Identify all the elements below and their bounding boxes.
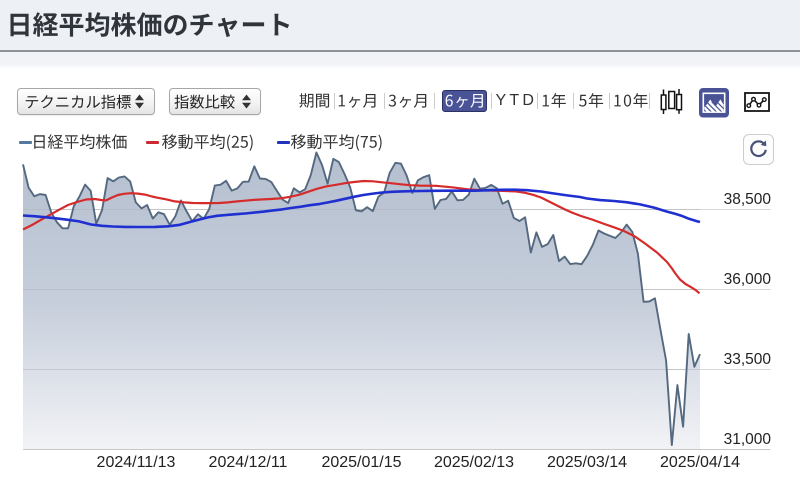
svg-text:31,000: 31,000 — [724, 431, 772, 448]
svg-text:2025/01/15: 2025/01/15 — [321, 454, 401, 471]
svg-text:38,500: 38,500 — [724, 191, 772, 208]
svg-text:36,000: 36,000 — [724, 271, 772, 288]
svg-text:33,500: 33,500 — [724, 351, 772, 368]
svg-text:2025/02/13: 2025/02/13 — [434, 454, 514, 471]
svg-text:2025/03/14: 2025/03/14 — [547, 454, 627, 471]
svg-text:2024/11/13: 2024/11/13 — [97, 454, 176, 471]
svg-text:2024/12/11: 2024/12/11 — [209, 454, 288, 471]
svg-text:2025/04/14: 2025/04/14 — [660, 454, 740, 471]
